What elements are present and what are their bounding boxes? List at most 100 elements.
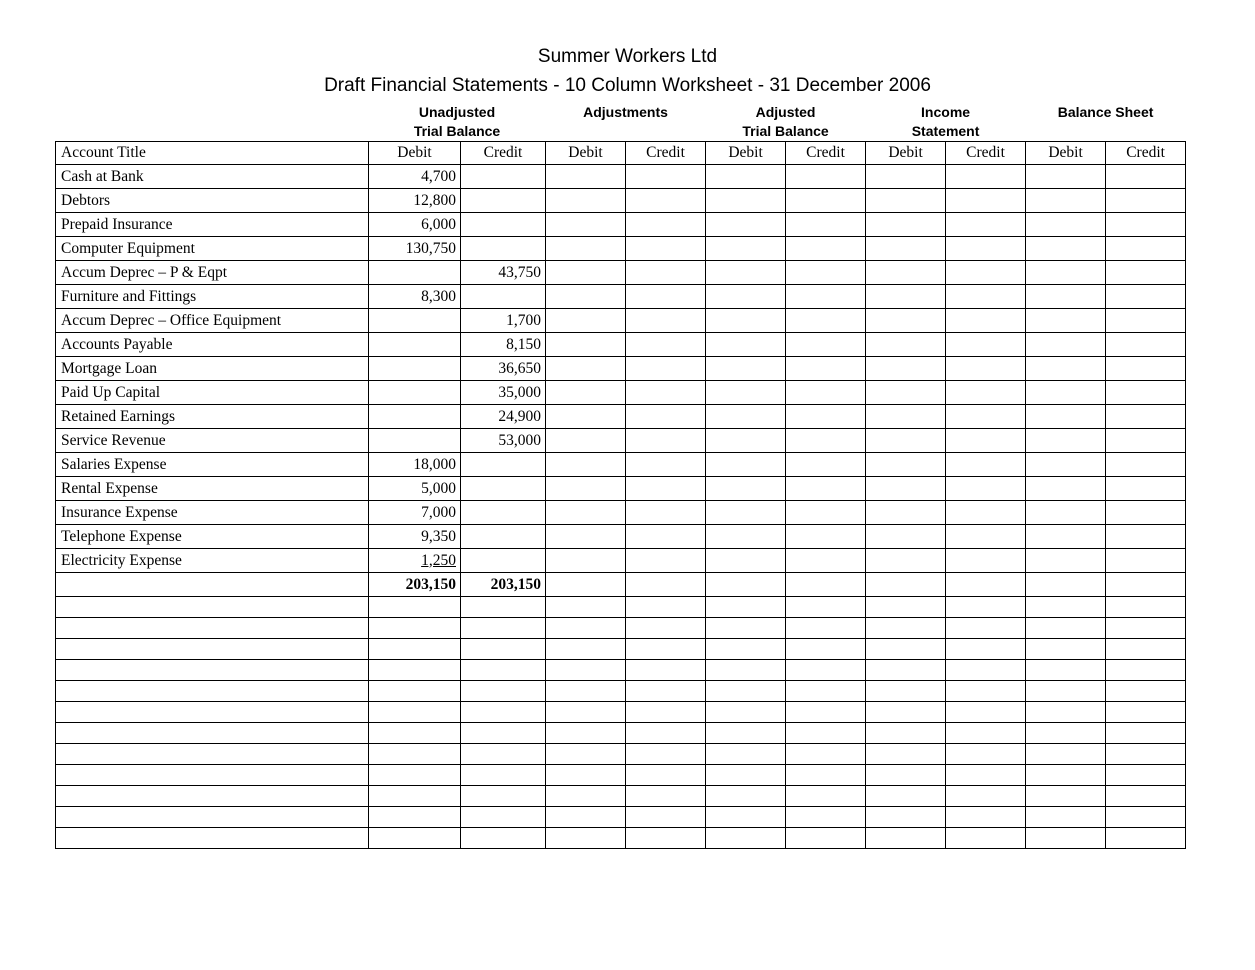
empty-cell xyxy=(625,680,707,702)
empty-cell xyxy=(945,356,1027,381)
utb-credit-cell xyxy=(459,164,547,189)
empty-cell xyxy=(945,380,1027,405)
empty-cell xyxy=(705,524,787,549)
empty-cell xyxy=(1105,743,1187,765)
empty-cell xyxy=(945,404,1027,429)
table-row: Electricity Expense 1,250 xyxy=(55,548,1187,573)
empty-cell xyxy=(625,638,707,660)
empty-cell xyxy=(1025,548,1107,573)
empty-cell xyxy=(459,806,547,828)
account-title-cell xyxy=(55,764,369,786)
empty-cell xyxy=(945,659,1027,681)
empty-cell xyxy=(545,806,627,828)
company-title: Summer Workers Ltd xyxy=(537,46,718,67)
document-title: Draft Financial Statements - 10 Column W… xyxy=(324,75,931,96)
empty-cell xyxy=(785,452,867,477)
empty-cell xyxy=(865,428,947,453)
account-title-cell xyxy=(55,701,369,723)
table-row: Service Revenue 53,000 xyxy=(55,428,1187,453)
empty-cell xyxy=(1105,212,1187,237)
empty-cell xyxy=(945,827,1027,849)
empty-cell xyxy=(865,572,947,597)
utb-debit-cell: 4,700 xyxy=(368,164,461,189)
empty-cell xyxy=(705,596,787,618)
empty-cell xyxy=(625,332,707,357)
empty-cell xyxy=(705,428,787,453)
empty-cell xyxy=(1105,284,1187,309)
empty-cell xyxy=(1025,164,1107,189)
col-header-adj-debit: Debit xyxy=(545,141,627,165)
empty-cell xyxy=(945,638,1027,660)
empty-cell xyxy=(785,638,867,660)
empty-cell xyxy=(705,722,787,744)
empty-cell xyxy=(625,524,707,549)
utb-credit-total: 203,150 xyxy=(459,572,547,597)
table-row: Insurance Expense 7,000 xyxy=(55,500,1187,525)
empty-cell xyxy=(1105,701,1187,723)
utb-credit-cell xyxy=(459,476,547,501)
empty-cell xyxy=(1105,572,1187,597)
empty-cell xyxy=(1105,596,1187,618)
group-header-row-1: Unadjusted Adjustments Adjusted Income B… xyxy=(56,103,1186,122)
empty-cell xyxy=(865,236,947,261)
empty-cell xyxy=(1105,680,1187,702)
empty-cell xyxy=(705,260,787,285)
empty-cell xyxy=(1025,476,1107,501)
empty-table-row xyxy=(55,638,1187,660)
empty-cell xyxy=(945,722,1027,744)
empty-cell xyxy=(945,260,1027,285)
table-row: Salaries Expense 18,000 xyxy=(55,452,1187,477)
group-adjustments-line2 xyxy=(546,122,706,142)
empty-table-row xyxy=(55,764,1187,786)
empty-cell xyxy=(545,212,627,237)
empty-cell xyxy=(625,659,707,681)
utb-debit-cell: 8,300 xyxy=(368,284,461,309)
empty-cell xyxy=(625,356,707,381)
utb-debit-cell xyxy=(368,356,461,381)
empty-cell xyxy=(625,212,707,237)
empty-cell xyxy=(865,596,947,618)
account-title-cell: Cash at Bank xyxy=(55,164,369,189)
empty-cell xyxy=(1105,827,1187,849)
utb-debit-cell xyxy=(368,428,461,453)
empty-cell xyxy=(625,548,707,573)
empty-cell xyxy=(459,596,547,618)
empty-cell xyxy=(705,572,787,597)
empty-cell xyxy=(459,785,547,807)
empty-cell xyxy=(1025,500,1107,525)
utb-credit-cell xyxy=(459,188,547,213)
empty-cell xyxy=(625,188,707,213)
empty-cell xyxy=(865,764,947,786)
empty-cell xyxy=(945,500,1027,525)
empty-cell xyxy=(1105,164,1187,189)
col-header-utb-credit: Credit xyxy=(459,141,547,165)
col-header-utb-debit: Debit xyxy=(368,141,461,165)
utb-debit-cell: 18,000 xyxy=(368,452,461,477)
empty-cell xyxy=(545,680,627,702)
empty-cell xyxy=(865,743,947,765)
group-income-statement-line2: Statement xyxy=(911,123,980,139)
utb-credit-cell: 1,700 xyxy=(459,308,547,333)
empty-cell xyxy=(1025,617,1107,639)
empty-cell xyxy=(945,164,1027,189)
empty-cell xyxy=(368,827,461,849)
empty-cell xyxy=(368,596,461,618)
utb-debit-cell: 6,000 xyxy=(368,212,461,237)
empty-cell xyxy=(545,596,627,618)
empty-cell xyxy=(1025,380,1107,405)
empty-cell xyxy=(865,524,947,549)
empty-cell xyxy=(785,380,867,405)
group-balance-sheet-line2 xyxy=(1026,122,1186,142)
table-body: Cash at Bank 4,700 Debtors 12,800 Prepaid In… xyxy=(55,164,1187,849)
empty-cell xyxy=(1105,236,1187,261)
empty-cell xyxy=(545,743,627,765)
empty-table-row xyxy=(55,743,1187,765)
empty-cell xyxy=(945,806,1027,828)
empty-cell xyxy=(1105,380,1187,405)
empty-cell xyxy=(545,785,627,807)
empty-cell xyxy=(625,284,707,309)
table-row: Debtors 12,800 xyxy=(55,188,1187,213)
empty-cell xyxy=(1105,722,1187,744)
account-title-cell: Electricity Expense xyxy=(55,548,369,573)
empty-cell xyxy=(785,572,867,597)
